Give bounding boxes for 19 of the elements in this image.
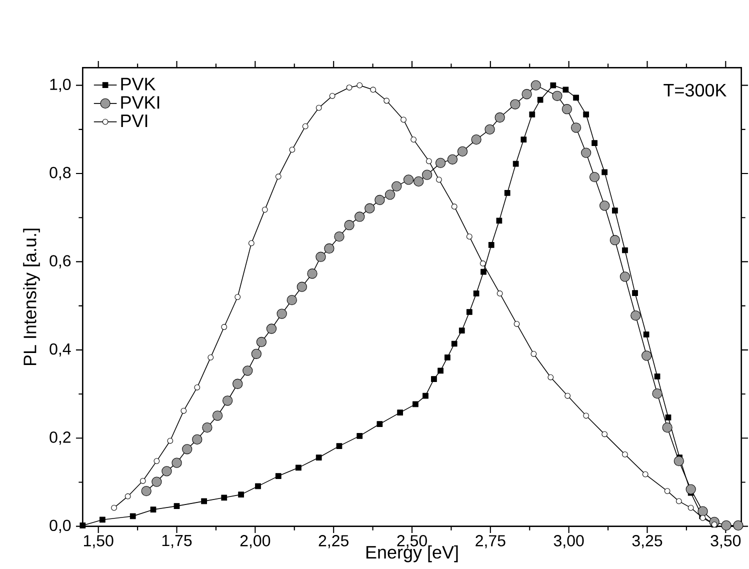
y-axis-title: PL Intensity [a.u.] [23,228,40,366]
y-tick-label: 0,6 [50,255,71,268]
x-tick-label: 2,25 [318,535,348,548]
x-tick-label: 3,50 [710,535,741,548]
legend-label: PVK [121,78,156,90]
annotation: T=300K [664,84,727,97]
x-tick-label: 2,75 [476,535,506,548]
legend-label: PVI [121,114,148,127]
y-tick-label: 0,8 [50,166,71,180]
x-tick-label: 3,25 [632,535,662,548]
y-tick-label: 1,0 [50,78,71,92]
x-tick-label: 2,00 [240,535,270,548]
legend-label: PVKI [121,96,160,109]
y-tick-label: 0,2 [50,432,70,445]
x-tick-label: 1,75 [162,535,192,548]
y-tick-label: 0,4 [50,343,71,357]
y-tick-label: 0,0 [50,520,71,533]
x-tick-label: 1,50 [84,535,114,548]
x-tick-label: 3,00 [554,535,584,548]
